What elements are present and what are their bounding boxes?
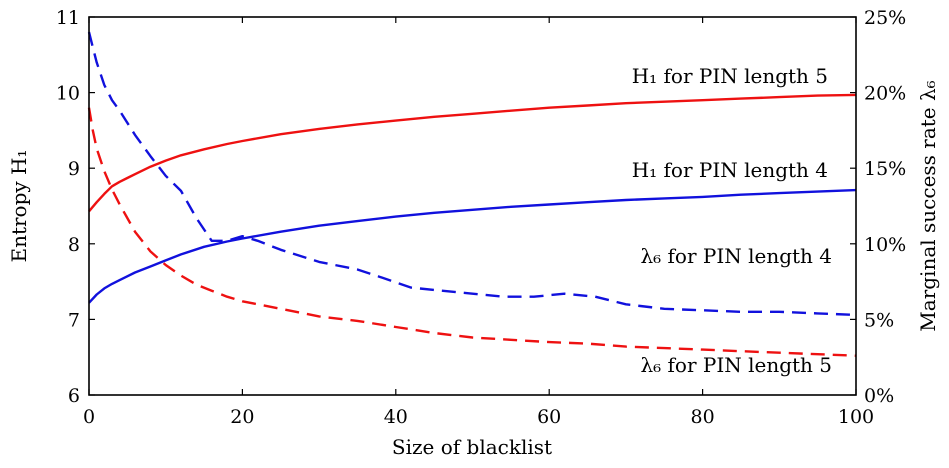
tick-labels: 0 20 40 60 80 100 6 7 8 9 10 11 0% 5% 10% 15% 20% 25% [56,7,906,428]
y-left-tick-label: 11 [56,7,80,29]
series-annotation-0: H₁ for PIN length 5 [632,64,828,88]
x-tick-label: 40 [384,406,408,428]
y-right-tick-label: 0% [864,385,894,407]
series-line-1 [88,188,857,304]
series-line-2 [87,31,857,317]
x-tick-label: 20 [230,406,254,428]
series-line-0 [88,93,857,213]
right-axis-title: Marginal success rate λ₆ [916,80,940,331]
x-tick-label: 100 [838,406,874,428]
series-annotation-3: λ₆ for PIN length 5 [640,353,832,377]
series-line-3 [87,107,857,357]
y-left-tick-label: 9 [68,158,80,180]
y-right-tick-label: 15% [864,158,906,180]
y-right-tick-label: 5% [864,309,894,331]
y-right-tick-label: 10% [864,234,906,256]
x-tick-label: 80 [691,406,715,428]
y-left-tick-label: 7 [68,309,80,331]
series-annotation-2: λ₆ for PIN length 4 [640,244,832,268]
y-left-tick-label: 8 [68,234,80,256]
series-annotations: H₁ for PIN length 5 H₁ for PIN length 4 λ₆… [632,64,832,377]
left-axis-title: Entropy H₁ [7,149,31,262]
plot-frame [88,16,857,396]
y-right-tick-label: 25% [864,7,906,29]
x-axis-title: Size of blacklist [392,435,552,459]
y-left-tick-label: 6 [68,385,80,407]
y-left-tick-label: 10 [56,83,80,105]
x-tick-label: 0 [83,406,95,428]
y-right-tick-label: 20% [864,83,906,105]
series-annotation-1: H₁ for PIN length 4 [632,158,828,182]
series-lines [87,31,857,357]
x-tick-label: 60 [537,406,561,428]
